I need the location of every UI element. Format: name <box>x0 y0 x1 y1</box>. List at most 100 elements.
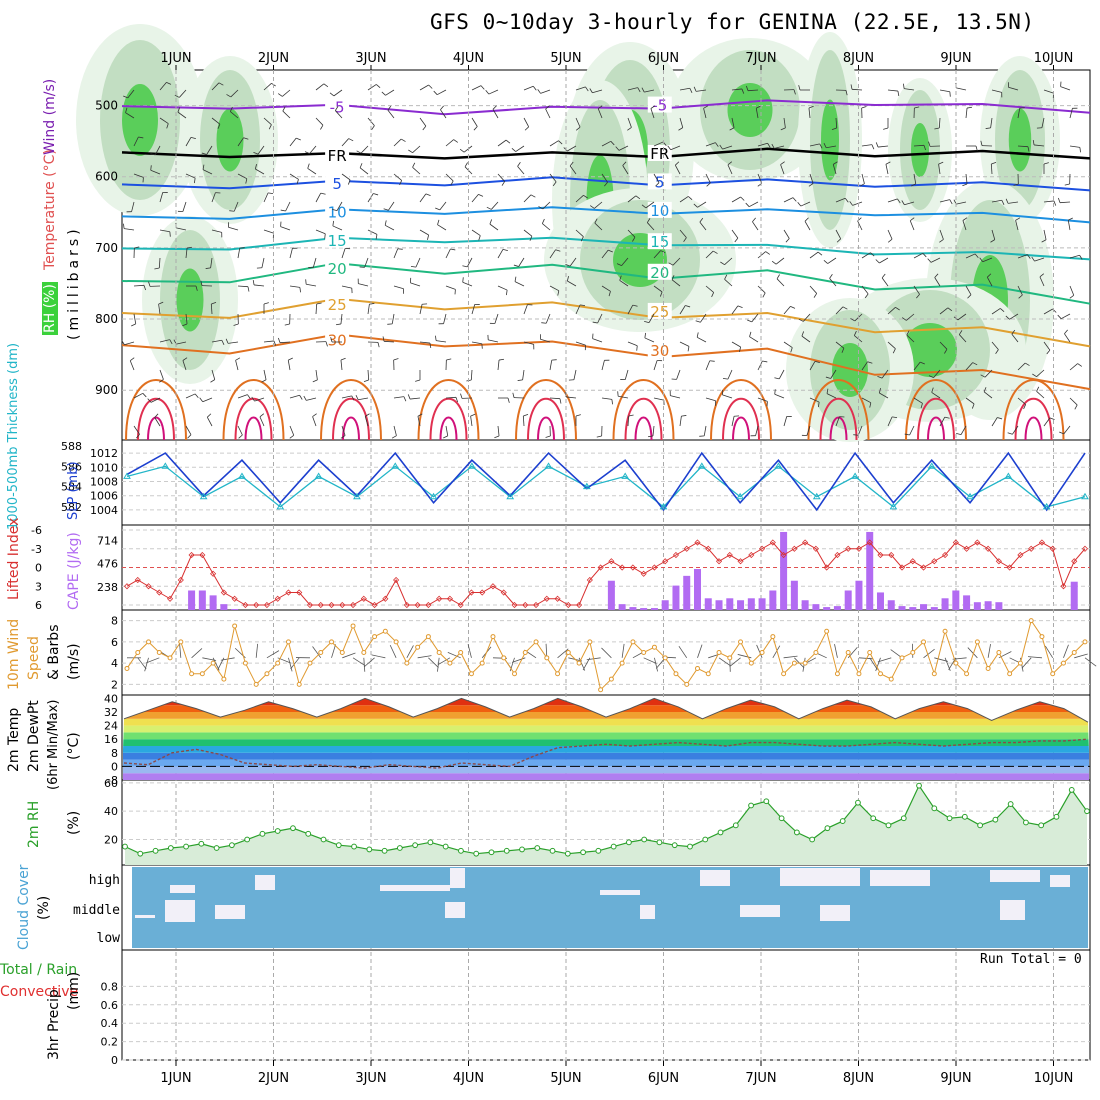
wind-barb-flag <box>667 145 672 150</box>
cape-bar <box>844 590 852 610</box>
cape-bar <box>726 598 734 610</box>
wind-barb <box>575 341 586 346</box>
wind-barb-flag <box>985 127 991 129</box>
cape-bar <box>930 607 938 610</box>
wind10-point <box>242 660 248 666</box>
wind-barb <box>962 220 967 231</box>
wind-barb-flag <box>485 89 490 95</box>
wind-barb <box>150 397 161 403</box>
wind-barb-flag <box>125 107 128 113</box>
lifted-index-point <box>877 551 884 559</box>
wind-barb-flag <box>765 251 771 255</box>
wind-barb <box>933 369 941 378</box>
wind-barb <box>939 199 950 203</box>
day-label-bottom: 1JUN <box>160 1071 191 1086</box>
wind-barb-flag <box>813 293 818 298</box>
wind-barb <box>159 117 169 124</box>
lifted-index-point <box>597 564 604 571</box>
wind-barb <box>776 278 785 287</box>
wind-barb-flag <box>752 217 756 222</box>
wind-barb-flag <box>136 434 140 439</box>
wind-barb-flag <box>850 84 853 90</box>
lifted-index-point <box>543 595 550 602</box>
wind-barb <box>1069 285 1075 296</box>
wind-barb-flag <box>348 138 354 142</box>
cape-bar <box>220 604 228 610</box>
rh2m-point <box>610 843 617 850</box>
isotherm-loop-35 <box>527 397 565 441</box>
wind-barb <box>567 280 577 287</box>
wind-barb <box>965 397 975 405</box>
cape-bar <box>672 585 680 610</box>
lifted-index-point <box>694 539 701 546</box>
lifted-index-point <box>511 601 518 609</box>
wind-barb-flag <box>207 413 212 418</box>
wind-barb <box>1069 108 1073 119</box>
wind-barb <box>808 108 811 119</box>
wind-barb <box>959 334 967 343</box>
temp2m-tick-label: -8 <box>107 774 118 787</box>
wind-barb-flag <box>831 127 837 131</box>
isotherm-label: 30 <box>650 342 669 360</box>
wind10-point <box>533 639 539 645</box>
isotherm-label: FR <box>650 145 669 163</box>
wind-barb-flag <box>944 416 950 419</box>
isotherm-label: 10 <box>328 203 347 221</box>
temp2m-tick-label: 8 <box>111 747 118 760</box>
wind-barb <box>991 89 1002 93</box>
rh2m-label: 2m RH <box>26 800 42 848</box>
wind-barb <box>906 313 915 321</box>
wind-barb <box>652 425 655 436</box>
wind10-point <box>415 644 421 650</box>
run-total: Run Total = 0 <box>980 952 1082 967</box>
lifted-index-point <box>489 583 497 590</box>
wind-barb <box>939 89 950 93</box>
isotherm-loop-40 <box>829 416 848 441</box>
wind-barb-flag <box>387 105 392 111</box>
lifted-index-point <box>425 601 432 609</box>
wind10-barb <box>737 654 752 659</box>
wind-barb-flag <box>724 274 728 280</box>
wind-barb <box>780 164 785 175</box>
wind-barb-flag <box>737 305 743 309</box>
wind-barb-flag <box>312 379 318 383</box>
thickness-tick-label: 588 <box>61 440 82 453</box>
rh2m-point <box>320 836 327 843</box>
wind-label: Wind (m/s) <box>42 78 58 155</box>
wind10-point <box>296 681 302 687</box>
wind-barb-flag <box>762 292 766 298</box>
lifted-index-point <box>177 576 184 584</box>
wind-barb <box>804 221 811 231</box>
wind10-point <box>964 671 970 677</box>
wind10-point <box>619 660 625 666</box>
wind-barb <box>124 228 135 231</box>
wind10-point <box>146 639 152 645</box>
wind-barb-flag <box>166 123 169 129</box>
cloud-gap <box>215 905 245 919</box>
wind-barb <box>185 425 192 435</box>
wind-barb <box>1043 341 1051 351</box>
cloud-gap <box>820 905 850 921</box>
cape-bar <box>618 604 626 610</box>
wind-barb <box>261 257 265 268</box>
wind-barb <box>185 393 196 399</box>
day-label-bottom: 5JUN <box>550 1071 581 1086</box>
temp-band <box>123 759 1089 767</box>
lifted-index-point <box>253 601 260 609</box>
wind-barb-flag <box>233 323 239 326</box>
wind-barb <box>125 112 135 119</box>
wind-barb-flag <box>210 379 215 383</box>
wind-barb-flag <box>243 137 249 140</box>
thickness-tick-label: 584 <box>61 481 82 494</box>
wind10-point <box>555 671 561 677</box>
wind-barb-flag <box>990 239 995 243</box>
isotherm-10 <box>121 206 1091 224</box>
rh2m-point <box>366 846 373 853</box>
wind10-barb <box>1084 657 1097 667</box>
wind-barb <box>515 145 525 152</box>
wind10-barb <box>697 644 703 658</box>
cape-bar <box>876 592 884 610</box>
wind-barb-flag <box>369 303 375 305</box>
wind-barb <box>1017 108 1021 119</box>
